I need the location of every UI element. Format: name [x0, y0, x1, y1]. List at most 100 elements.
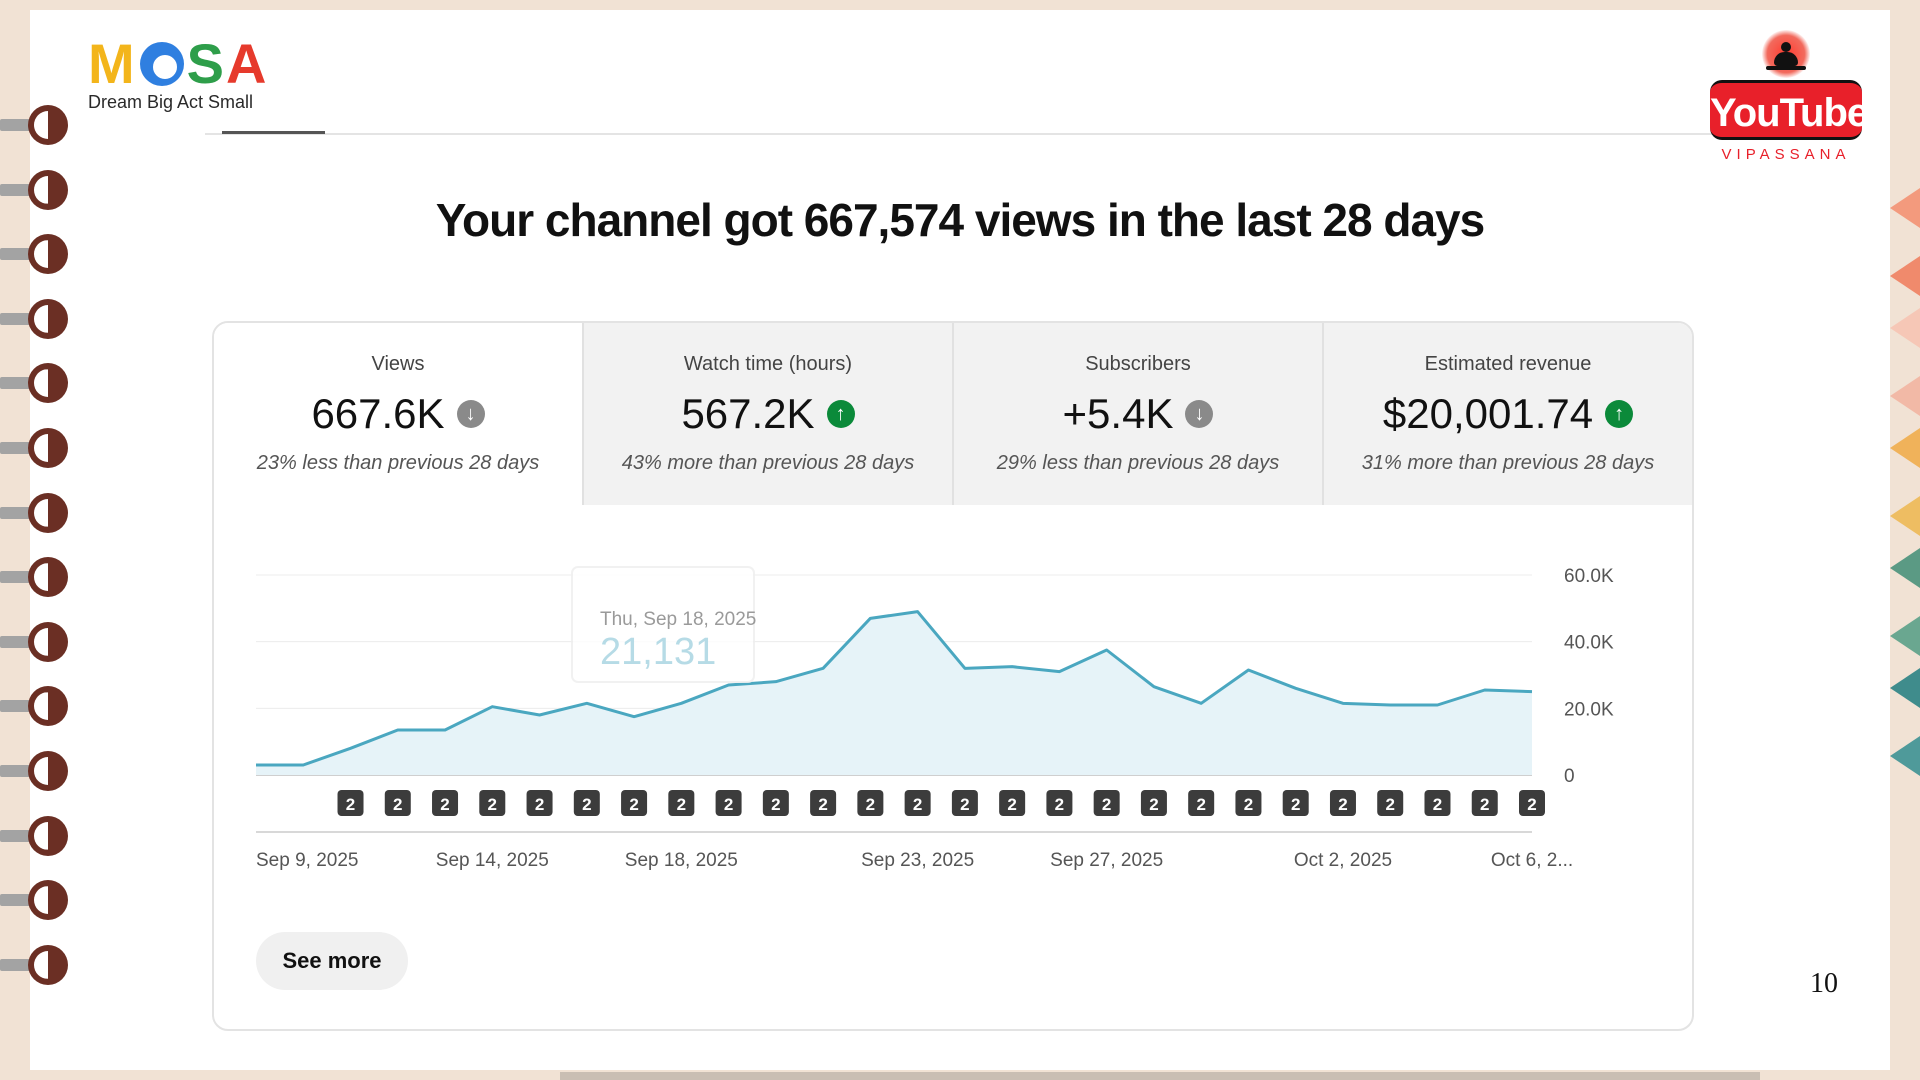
video-marker-label: 2 — [1007, 795, 1016, 814]
logo-wordmark: M S A — [88, 32, 269, 95]
video-marker-label: 2 — [1196, 795, 1205, 814]
x-tick-label: Sep 23, 2025 — [861, 850, 974, 871]
x-tick-label: Oct 6, 2... — [1491, 850, 1573, 871]
header-divider — [205, 133, 1735, 135]
decorative-triangle — [1890, 548, 1920, 588]
binding-ring — [0, 298, 70, 339]
binding-ring — [0, 492, 70, 533]
video-marker — [904, 790, 931, 816]
decorative-triangle — [1890, 376, 1920, 416]
metric-tabs: Views 667.6K ↓ 23% less than previous 28… — [214, 323, 1692, 505]
video-marker-label: 2 — [1338, 795, 1347, 814]
tab-watch-time[interactable]: Watch time (hours) 567.2K ↑ 43% more tha… — [582, 323, 952, 505]
y-tick-label: 40.0K — [1564, 633, 1614, 654]
video-marker-label: 2 — [582, 795, 591, 814]
video-marker — [1046, 790, 1073, 816]
video-marker-label: 2 — [818, 795, 827, 814]
tab-views[interactable]: Views 667.6K ↓ 23% less than previous 28… — [214, 323, 582, 505]
binding-ring — [0, 557, 70, 598]
spiral-binding — [0, 105, 80, 985]
video-marker-label: 2 — [393, 795, 402, 814]
decorative-triangle — [1890, 308, 1920, 348]
video-marker-label: 2 — [1149, 795, 1158, 814]
x-tick-label: Oct 2, 2025 — [1294, 850, 1392, 871]
video-marker — [810, 790, 837, 816]
metric-note: 31% more than previous 28 days — [1361, 452, 1655, 474]
video-marker — [337, 790, 364, 816]
video-marker-label: 2 — [1527, 795, 1536, 814]
metric-label: Subscribers — [1085, 353, 1191, 375]
decorative-triangle — [1890, 668, 1920, 708]
video-marker — [621, 790, 648, 816]
binding-ring — [0, 686, 70, 727]
bottom-strip — [560, 1072, 1760, 1080]
binding-ring — [0, 169, 70, 210]
decorative-triangle — [1890, 256, 1920, 296]
video-marker-label: 2 — [488, 795, 497, 814]
youtube-wordmark: YouTube — [1710, 80, 1869, 140]
binding-ring — [0, 880, 70, 921]
youtube-subtitle: VIPASSANA — [1721, 146, 1851, 163]
page-number: 10 — [1810, 968, 1838, 999]
metric-value: +5.4K ↓ — [954, 390, 1322, 438]
video-marker-label: 2 — [1102, 795, 1111, 814]
binding-ring — [0, 944, 70, 985]
video-marker — [668, 790, 695, 816]
video-marker-label: 2 — [1480, 795, 1489, 814]
video-marker-label: 2 — [629, 795, 638, 814]
video-marker — [857, 790, 884, 816]
see-more-button[interactable]: See more — [256, 932, 408, 990]
metric-note: 23% less than previous 28 days — [256, 452, 540, 474]
metric-label: Watch time (hours) — [683, 353, 853, 375]
decorative-triangle — [1890, 616, 1920, 656]
y-tick-label: 0 — [1564, 766, 1575, 787]
video-marker-label: 2 — [771, 795, 780, 814]
tooltip-value: 21,131 — [600, 631, 716, 673]
video-marker-label: 2 — [1433, 795, 1442, 814]
x-tick-label: Sep 27, 2025 — [1050, 850, 1163, 871]
video-marker-label: 2 — [960, 795, 969, 814]
video-marker — [951, 790, 978, 816]
video-marker-label: 2 — [913, 795, 922, 814]
video-marker — [479, 790, 506, 816]
video-marker — [432, 790, 459, 816]
video-marker — [526, 790, 553, 816]
tab-estimated-revenue[interactable]: Estimated revenue $20,001.74 ↑ 31% more … — [1322, 323, 1692, 505]
video-marker — [1424, 790, 1451, 816]
binding-ring — [0, 428, 70, 468]
binding-ring — [0, 105, 70, 145]
video-marker-label: 2 — [346, 795, 355, 814]
mosa-logo: M S A Dream Big Act Small — [88, 36, 268, 113]
tab-subscribers[interactable]: Subscribers +5.4K ↓ 29% less than previo… — [952, 323, 1322, 505]
video-marker-label: 2 — [866, 795, 875, 814]
decorative-triangle — [1890, 496, 1920, 536]
video-marker-label: 2 — [440, 795, 449, 814]
chart-tooltip — [571, 566, 755, 683]
video-marker — [999, 790, 1026, 816]
binding-ring — [0, 363, 70, 404]
meditation-icon — [1762, 30, 1810, 78]
binding-ring — [0, 621, 70, 662]
metric-label: Views — [371, 353, 425, 375]
video-marker — [1140, 790, 1167, 816]
analytics-card: Views 667.6K ↓ 23% less than previous 28… — [212, 321, 1694, 1031]
logo-tagline: Dream Big Act Small — [88, 92, 254, 112]
video-marker-label: 2 — [724, 795, 733, 814]
views-chart[interactable]: 0 20.0K 40.0K 60.0K 2 2 2 2 2 2 2 2 2 2 2 2 2 2 2 2 2 2 2 2 2 2 2 2… — [214, 523, 1694, 903]
video-marker — [1329, 790, 1356, 816]
video-marker-label: 2 — [535, 795, 544, 814]
y-tick-label: 60.0K — [1564, 566, 1614, 587]
arrow-up-icon: ↑ — [1605, 400, 1634, 428]
video-marker — [1188, 790, 1215, 816]
video-marker-label: 2 — [1055, 795, 1064, 814]
binding-ring — [0, 751, 70, 791]
arrow-down-icon: ↓ — [456, 400, 485, 428]
decorative-triangle — [1890, 188, 1920, 228]
x-tick-label: Sep 14, 2025 — [436, 850, 549, 871]
video-marker-label: 2 — [1291, 795, 1300, 814]
video-marker — [384, 790, 411, 816]
video-marker-label: 2 — [1244, 795, 1253, 814]
active-tab-underline — [222, 131, 325, 134]
video-marker — [1235, 790, 1262, 816]
video-marker — [1519, 790, 1545, 816]
